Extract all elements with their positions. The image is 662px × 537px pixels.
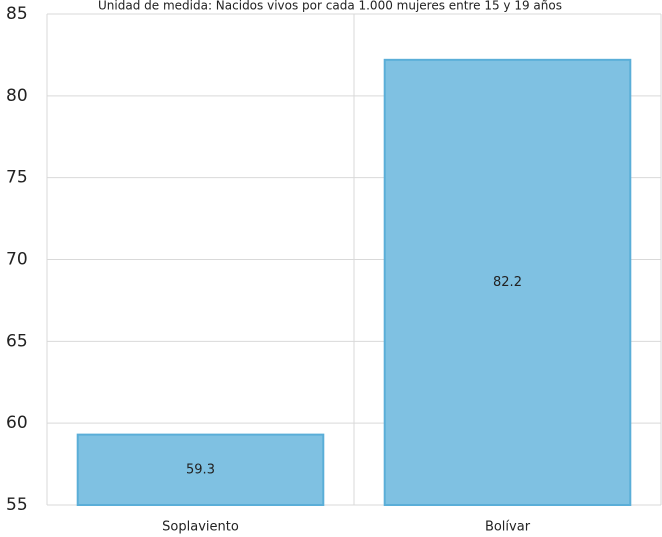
y-tick-label: 60	[6, 413, 28, 433]
data-label: 82.2	[493, 275, 522, 290]
y-tick-label: 80	[6, 86, 28, 106]
y-tick-label: 75	[6, 168, 28, 188]
x-tick-label: Soplaviento	[162, 520, 239, 535]
data-label: 59.3	[186, 462, 215, 477]
bar	[76, 433, 325, 506]
y-tick-label: 65	[6, 331, 28, 351]
x-tick-label: Bolívar	[485, 520, 531, 535]
chart-subtitle: Unidad de medida: Nacidos vivos por cada…	[98, 0, 562, 13]
y-tick-label: 70	[6, 250, 28, 270]
y-tick-label: 55	[6, 495, 28, 515]
bar	[383, 58, 632, 507]
y-tick-label: 85	[6, 4, 28, 24]
